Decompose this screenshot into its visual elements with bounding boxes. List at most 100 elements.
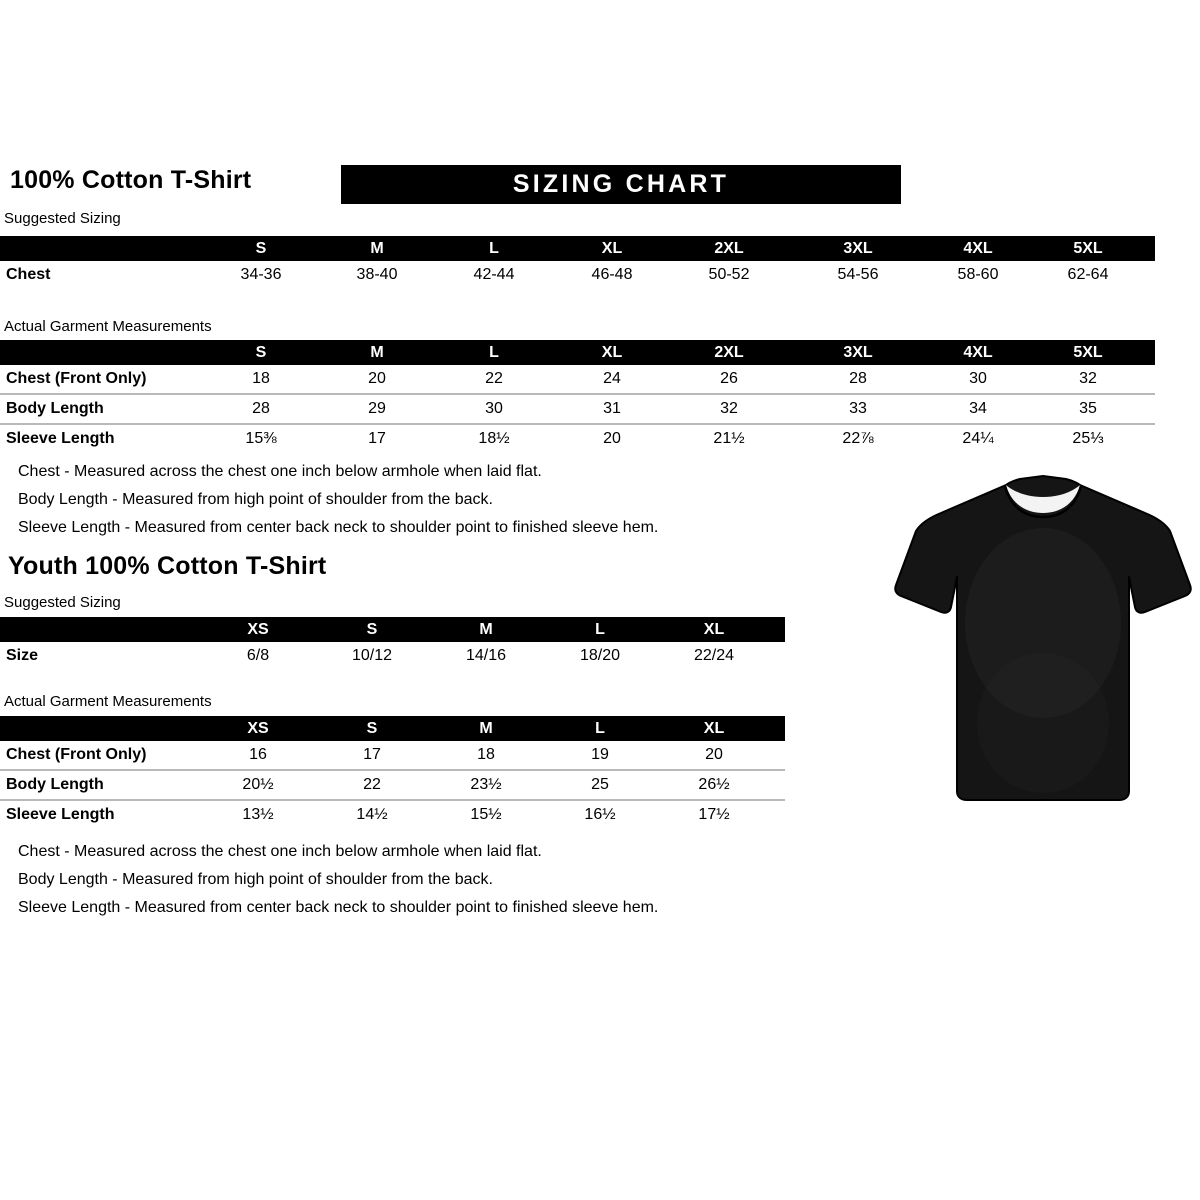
adult-suggested-column-header: XL [601, 240, 623, 257]
adult-suggested-cell: 34-36 [240, 266, 282, 283]
adult-actual-measurements-table: S M L XL 2XL 3XL 4XL 5XL Chest (Front Only) 18 20 2… [0, 340, 1155, 453]
youth-suggested-row-label: Size [6, 647, 39, 664]
adult-suggested-cell: 58-60 [957, 266, 999, 283]
youth-actual-column-header: XL [703, 720, 725, 737]
adult-suggested-cell: 42-44 [473, 266, 515, 283]
adult-actual-caption: Actual Garment Measurements [4, 318, 212, 335]
adult-measurement-notes: Chest - Measured across the chest one in… [18, 458, 658, 542]
youth-suggested-column-header: XS [247, 621, 269, 638]
youth-suggested-column-header: M [479, 621, 493, 638]
adult-actual-cell: 20 [603, 430, 621, 447]
adult-suggested-cell: 46-48 [591, 266, 633, 283]
youth-suggested-cell: 10/12 [351, 647, 393, 664]
youth-actual-cell: 13½ [242, 806, 274, 823]
adult-suggested-column-header: 2XL [714, 240, 744, 257]
adult-suggested-row-label: Chest [6, 266, 51, 283]
adult-actual-cell: 20 [368, 370, 386, 387]
adult-suggested-cell: 62-64 [1067, 266, 1109, 283]
youth-suggested-cell: 14/16 [465, 647, 507, 664]
adult-actual-cell: 31 [603, 400, 621, 417]
adult-actual-cell: 32 [720, 400, 738, 417]
adult-actual-column-header: S [255, 344, 267, 361]
adult-actual-header-row: S M L XL 2XL 3XL 4XL 5XL [0, 340, 1155, 365]
adult-actual-column-header: XL [601, 344, 623, 361]
adult-actual-cell: 28 [849, 370, 867, 387]
sizing-chart-banner-label: SIZING CHART [512, 170, 730, 198]
youth-actual-cell: 16 [249, 746, 267, 763]
adult-note: Chest - Measured across the chest one in… [18, 463, 542, 480]
youth-actual-column-header: M [479, 720, 493, 737]
adult-actual-cell: 30 [969, 370, 987, 387]
adult-actual-cell: 29 [368, 400, 386, 417]
adult-actual-row: Chest (Front Only) 18 20 22 24 26 28 30 32 [0, 365, 1155, 395]
youth-suggested-header-row: XS S M L XL [0, 617, 785, 642]
adult-actual-row: Body Length 28 29 30 31 32 33 34 35 [0, 395, 1155, 425]
black-tshirt-icon [894, 475, 1192, 801]
adult-actual-row: Sleeve Length 15⅜ 17 18½ 20 21½ 22⅞ 24¼ 25⅓ [0, 425, 1155, 453]
adult-actual-cell: 32 [1079, 370, 1097, 387]
adult-suggested-column-header: S [255, 240, 267, 257]
youth-actual-row-label: Body Length [6, 776, 104, 793]
youth-actual-cell: 20 [705, 746, 723, 763]
youth-actual-cell: 26½ [698, 776, 730, 793]
adult-suggested-column-header: 4XL [963, 240, 993, 257]
youth-suggested-sizing-table: XS S M L XL Size 6/8 10/12 14/16 18/20 22/24 [0, 617, 785, 670]
adult-suggested-header-row: S M L XL 2XL 3XL 4XL 5XL [0, 236, 1155, 261]
adult-suggested-caption: Suggested Sizing [4, 210, 121, 227]
adult-suggested-column-header: L [489, 240, 499, 257]
sizing-chart-banner: SIZING CHART [341, 165, 901, 204]
youth-suggested-column-header: L [595, 621, 605, 638]
youth-actual-cell: 14½ [356, 806, 388, 823]
tshirt-product-image [893, 473, 1193, 813]
youth-actual-cell: 16½ [584, 806, 616, 823]
adult-actual-cell: 21½ [713, 430, 745, 447]
adult-suggested-column-header: 3XL [843, 240, 873, 257]
adult-actual-column-header: 3XL [843, 344, 873, 361]
adult-suggested-column-header: 5XL [1073, 240, 1103, 257]
adult-suggested-column-header: M [370, 240, 384, 257]
adult-suggested-sizing-table: S M L XL 2XL 3XL 4XL 5XL Chest 34-36 38-40 42-44 46-… [0, 236, 1155, 289]
youth-actual-row: Sleeve Length 13½ 14½ 15½ 16½ 17½ [0, 801, 785, 829]
adult-suggested-cell: 50-52 [708, 266, 750, 283]
adult-actual-column-header: L [489, 344, 499, 361]
adult-actual-cell: 18½ [478, 430, 510, 447]
youth-actual-cell: 17½ [698, 806, 730, 823]
youth-actual-measurements-table: XS S M L XL Chest (Front Only) 16 17 18 19 20 Body … [0, 716, 785, 829]
adult-actual-row-label: Sleeve Length [6, 430, 115, 447]
youth-actual-cell: 15½ [470, 806, 502, 823]
adult-actual-row-label: Chest (Front Only) [6, 370, 147, 387]
youth-suggested-caption: Suggested Sizing [4, 594, 121, 611]
adult-actual-cell: 26 [720, 370, 738, 387]
adult-note: Sleeve Length - Measured from center bac… [18, 519, 659, 536]
adult-actual-cell: 22 [485, 370, 503, 387]
youth-suggested-row: Size 6/8 10/12 14/16 18/20 22/24 [0, 642, 785, 670]
adult-actual-cell: 34 [969, 400, 987, 417]
adult-actual-cell: 35 [1079, 400, 1097, 417]
youth-suggested-column-header: XL [703, 621, 725, 638]
adult-actual-cell: 25⅓ [1072, 430, 1104, 447]
adult-actual-cell: 24 [603, 370, 621, 387]
adult-actual-cell: 33 [849, 400, 867, 417]
youth-suggested-cell: 18/20 [579, 647, 621, 664]
youth-actual-cell: 20½ [242, 776, 274, 793]
youth-actual-column-header: L [595, 720, 605, 737]
adult-suggested-cell: 38-40 [356, 266, 398, 283]
youth-actual-column-header: S [366, 720, 378, 737]
adult-section-title: 100% Cotton T-Shirt [10, 166, 252, 194]
youth-actual-cell: 25 [591, 776, 609, 793]
youth-actual-cell: 23½ [470, 776, 502, 793]
youth-actual-row-label: Chest (Front Only) [6, 746, 147, 763]
youth-actual-cell: 17 [363, 746, 381, 763]
adult-suggested-cell: 54-56 [837, 266, 879, 283]
youth-actual-header-row: XS S M L XL [0, 716, 785, 741]
adult-actual-column-header: M [370, 344, 384, 361]
adult-actual-cell: 30 [485, 400, 503, 417]
adult-actual-cell: 15⅜ [245, 430, 277, 447]
adult-actual-cell: 24¼ [962, 430, 994, 447]
adult-actual-cell: 17 [368, 430, 386, 447]
adult-suggested-row: Chest 34-36 38-40 42-44 46-48 50-52 54-56 58-60… [0, 261, 1155, 289]
adult-actual-column-header: 2XL [714, 344, 744, 361]
youth-actual-caption: Actual Garment Measurements [4, 693, 212, 710]
adult-actual-row-label: Body Length [6, 400, 104, 417]
